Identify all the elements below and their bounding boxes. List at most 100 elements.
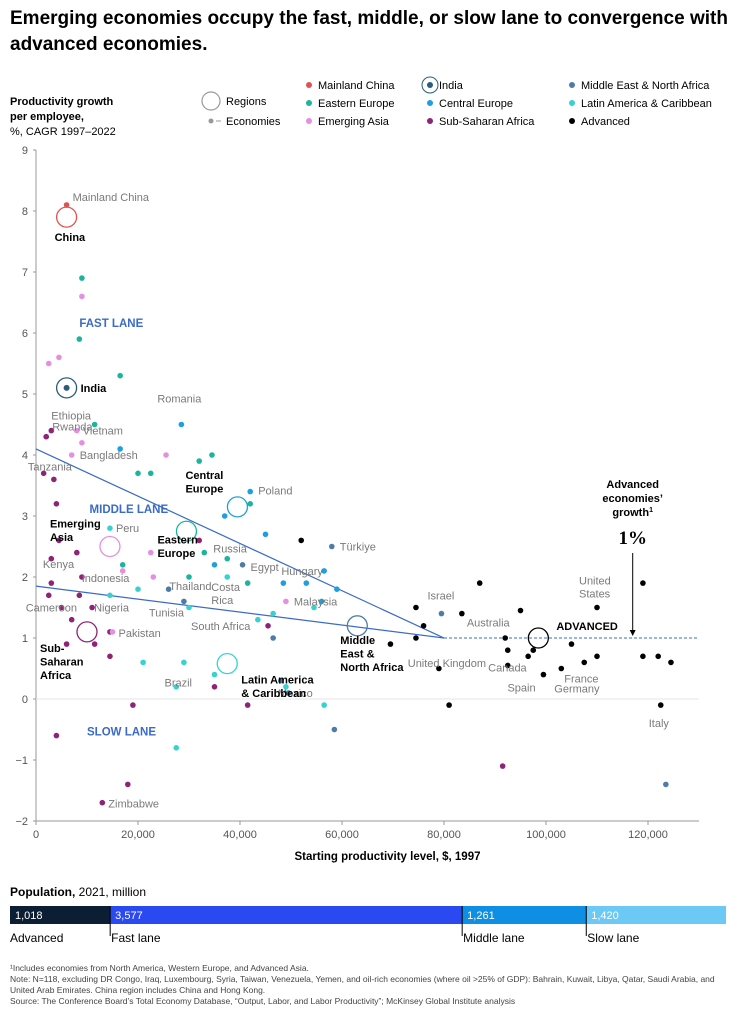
- economy-point-russia: [224, 555, 231, 562]
- economy-point-south-africa: [265, 623, 271, 629]
- economy-point: [262, 531, 269, 538]
- economy-point: [130, 702, 136, 708]
- advanced-annotation-line: Advanced: [606, 479, 659, 491]
- legend-regions-label: Regions: [226, 96, 267, 108]
- economy-label-brazil: Brazil: [165, 678, 193, 690]
- legend-eastern-europe-label: Eastern Europe: [318, 98, 394, 110]
- economy-point-bangladesh: [68, 452, 75, 458]
- middle-slow-boundary-line: [35, 585, 445, 639]
- region-label-middle-east-north-africa: East &: [340, 648, 374, 660]
- economy-point: [147, 549, 154, 556]
- economy-point: [321, 702, 327, 708]
- region-label-latin-america-caribbean: & Caribbean: [241, 688, 306, 700]
- economy-point: [119, 562, 126, 568]
- economy-point: [211, 562, 218, 568]
- economy-label-france: France: [564, 673, 598, 685]
- economy-label-nigeria: Nigeria: [94, 603, 130, 615]
- x-tick-label: 20,000: [121, 829, 155, 841]
- region-circle-latin-america-caribbean: [216, 652, 238, 675]
- economy-point-mainland-china: [63, 202, 70, 208]
- legend-economies-icon: [208, 118, 214, 124]
- economy-label-thailand: Thailand: [169, 581, 211, 593]
- legend-eastern-europe-dot: [306, 100, 312, 106]
- economy-point-costa-rica: [224, 574, 231, 580]
- economy-point-tanzania: [51, 476, 57, 483]
- economy-point-spain: [540, 671, 547, 678]
- legend-mainland-china-label: Mainland China: [318, 80, 395, 92]
- economy-label-t-rkiye: Türkiye: [340, 542, 376, 554]
- region-circle-advanced: [527, 627, 549, 649]
- region-label-middle-east-north-africa: North Africa: [340, 662, 404, 674]
- economy-point: [147, 470, 154, 477]
- population-value-middle-lane: 1,261: [467, 910, 495, 922]
- advanced-annotation-line: growth1: [612, 507, 653, 519]
- y-axis-label-line: Productivity growth: [10, 96, 114, 108]
- advanced-annotation-superscript: 1: [649, 507, 653, 514]
- y-tick-label: 8: [22, 206, 28, 218]
- economy-point-zimbabwe: [99, 799, 106, 806]
- y-tick-label: 3: [22, 511, 28, 523]
- economy-label-hungary: Hungary: [281, 566, 323, 578]
- economy-point: [311, 604, 317, 611]
- economy-point: [45, 360, 52, 367]
- economy-point: [499, 763, 506, 769]
- population-title: Population, 2021, million: [10, 885, 146, 899]
- economy-point: [334, 586, 340, 592]
- economy-point-peru: [107, 525, 113, 531]
- economy-point: [63, 641, 70, 647]
- economy-point: [56, 537, 62, 544]
- economy-point: [270, 635, 276, 641]
- region-label-central-europe: Central: [185, 470, 223, 482]
- region-label-sub-saharan-africa: Africa: [40, 670, 72, 682]
- advanced-annotation-arrowhead: [629, 630, 636, 636]
- economy-point: [48, 555, 55, 562]
- economy-point-cameroon: [68, 616, 75, 623]
- region-label-advanced: ADVANCED: [556, 621, 618, 633]
- economy-point-nigeria: [89, 604, 95, 611]
- economy-point: [436, 665, 442, 672]
- economy-point: [181, 659, 187, 666]
- economy-label-ethiopia: Ethiopia: [51, 411, 92, 423]
- economy-point: [331, 726, 338, 733]
- economy-point: [504, 662, 511, 669]
- economy-point: [640, 653, 646, 660]
- economy-point: [53, 732, 60, 739]
- fast-middle-boundary-line: [35, 448, 445, 639]
- economy-point-thailand: [150, 574, 157, 580]
- economy-point: [74, 549, 80, 556]
- economy-point: [58, 604, 65, 611]
- region-circle-middle-east-north-africa: [346, 615, 368, 637]
- economy-point: [270, 610, 276, 617]
- economy-label-united-states: United: [579, 576, 611, 588]
- chart-title: Emerging economies occupy the fast, midd…: [10, 8, 728, 55]
- x-axis-label: Starting productivity level, $, 1997: [295, 851, 481, 863]
- region-circle-eastern-europe: [175, 520, 198, 542]
- y-tick-label: 5: [22, 389, 28, 401]
- economy-point: [668, 659, 674, 666]
- economy-point: [517, 607, 524, 614]
- economy-label-poland: Poland: [258, 486, 292, 498]
- economy-point: [79, 275, 85, 281]
- x-tick-label: 120,000: [628, 829, 668, 841]
- legend-central-europe-label: Central Europe: [439, 98, 513, 110]
- legend-regions-icon: [201, 91, 221, 111]
- economy-point-indonesia: [119, 568, 126, 574]
- economy-point-france: [581, 659, 588, 666]
- economy-point-ethiopia: [48, 427, 55, 434]
- region-dot-india: [63, 384, 70, 391]
- region-circle-central-europe: [226, 496, 249, 518]
- economy-point-t-rkiye: [329, 543, 335, 550]
- footnote-1: ¹Includes economies from North America, …: [10, 963, 309, 973]
- economy-point: [173, 745, 180, 751]
- economy-point-romania: [178, 421, 185, 428]
- legend-sub-saharan-africa-dot: [427, 118, 433, 124]
- population-label-fast-lane: Fast lane: [111, 931, 161, 945]
- economy-label-south-africa: South Africa: [191, 621, 251, 633]
- economy-label-cameroon: Cameroon: [26, 603, 77, 615]
- economy-point: [196, 537, 202, 544]
- economy-point: [173, 684, 180, 690]
- economy-point-israel: [438, 610, 445, 617]
- y-tick-label: 1: [22, 633, 28, 645]
- economy-label-united-states: States: [579, 589, 611, 601]
- y-tick-label: 0: [22, 694, 28, 706]
